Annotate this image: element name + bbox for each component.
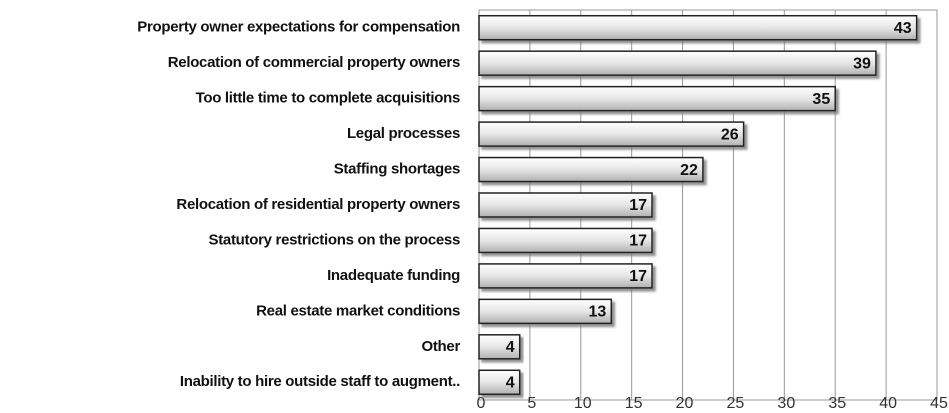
- bar: [478, 298, 613, 325]
- x-tick-label: 45: [930, 395, 948, 412]
- bar: [478, 369, 521, 396]
- y-tick-label: Property owner expectations for compensa…: [137, 19, 460, 36]
- bar: [478, 50, 877, 76]
- y-tick-label: Staffing shortages: [334, 161, 460, 178]
- value-label: 4: [506, 339, 515, 356]
- y-tick-label: Inability to hire outside staff to augme…: [180, 373, 460, 390]
- x-tick-label: 30: [777, 395, 795, 412]
- x-tick-label: 15: [625, 395, 643, 412]
- x-tick-label: 5: [527, 395, 536, 412]
- y-tick-label: Statutory restrictions on the process: [209, 231, 460, 248]
- y-tick-label: Too little time to complete acquisitions: [196, 90, 460, 107]
- x-tick-label: 25: [727, 395, 745, 412]
- bar: [478, 334, 521, 360]
- y-tick-label: Inadequate funding: [327, 267, 460, 284]
- y-tick-label: Other: [421, 338, 460, 355]
- bar: [478, 263, 653, 289]
- value-label: 35: [812, 91, 830, 108]
- bar: [478, 14, 918, 41]
- value-label: 17: [629, 233, 647, 250]
- value-label: 13: [589, 304, 607, 321]
- value-label: 17: [629, 197, 647, 214]
- value-label: 4: [506, 374, 515, 391]
- value-label: 39: [853, 55, 871, 72]
- value-label: 22: [680, 162, 698, 179]
- y-tick-label: Legal processes: [347, 125, 460, 142]
- x-tick-label: 20: [676, 395, 694, 412]
- bar: [478, 156, 704, 183]
- bar: [478, 227, 653, 254]
- x-tick-label: 35: [828, 395, 846, 412]
- value-label: 43: [894, 20, 912, 37]
- x-tick-label: 40: [879, 395, 897, 412]
- bar: [478, 85, 836, 112]
- x-tick-label: 10: [574, 395, 592, 412]
- value-label: 17: [629, 268, 647, 285]
- bar: [478, 192, 653, 218]
- x-tick-label: 0: [477, 395, 486, 412]
- value-label: 26: [721, 126, 739, 143]
- y-tick-label: Relocation of commercial property owners: [168, 54, 460, 71]
- bar: [478, 121, 745, 147]
- y-tick-label: Real estate market conditions: [256, 302, 460, 319]
- y-tick-label: Relocation of residential property owner…: [176, 196, 460, 213]
